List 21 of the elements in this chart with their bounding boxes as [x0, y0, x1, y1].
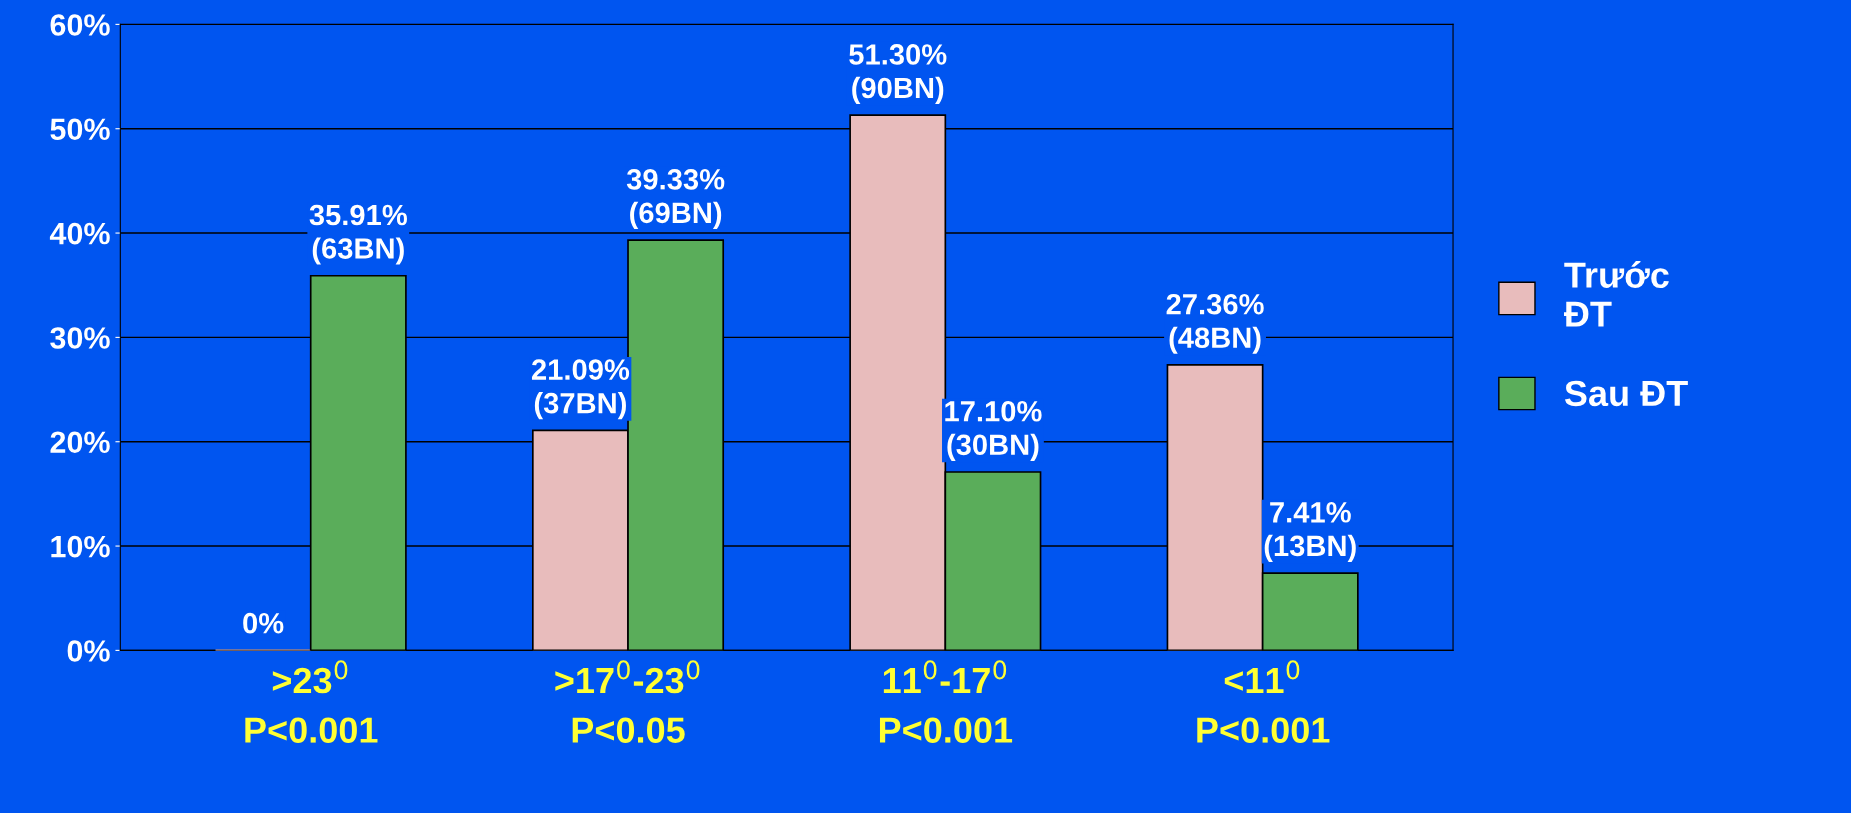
- data-label: 21.09% (37BN): [531, 359, 630, 420]
- data-label: 27.36% (48BN): [1166, 293, 1264, 354]
- data-label: 17.10% (30BN): [945, 400, 1042, 461]
- data-label: 39.33% (69BN): [626, 168, 725, 229]
- legend-label: Sau ĐT: [1564, 380, 1688, 407]
- data-label: 51.30% (90BN): [849, 44, 947, 105]
- y-tick-label: 0%: [67, 640, 110, 662]
- y-tick-label: 40%: [49, 222, 110, 245]
- legend-label: Trước ĐT: [1564, 261, 1669, 327]
- y-tick-label: 20%: [50, 431, 110, 454]
- y-tick-label: 60%: [50, 14, 110, 36]
- category-label: >17$^{0}$-23$^{0}$ P<0.05: [555, 660, 700, 743]
- data-label: 0%: [243, 612, 284, 634]
- category-label: >23$^{0}$ P<0.001: [245, 660, 378, 743]
- data-label: 7.41% (13BN): [1264, 502, 1356, 562]
- y-tick-label: 50%: [50, 118, 110, 141]
- y-tick-label: 30%: [50, 327, 110, 349]
- data-label: 35.91% (63BN): [309, 204, 407, 265]
- y-tick-label: 10%: [51, 535, 110, 558]
- category-label: <11$^{0}$ P<0.001: [1197, 660, 1330, 743]
- category-label: 11$^{0}$-17$^{0}$ P<0.001: [879, 660, 1013, 743]
